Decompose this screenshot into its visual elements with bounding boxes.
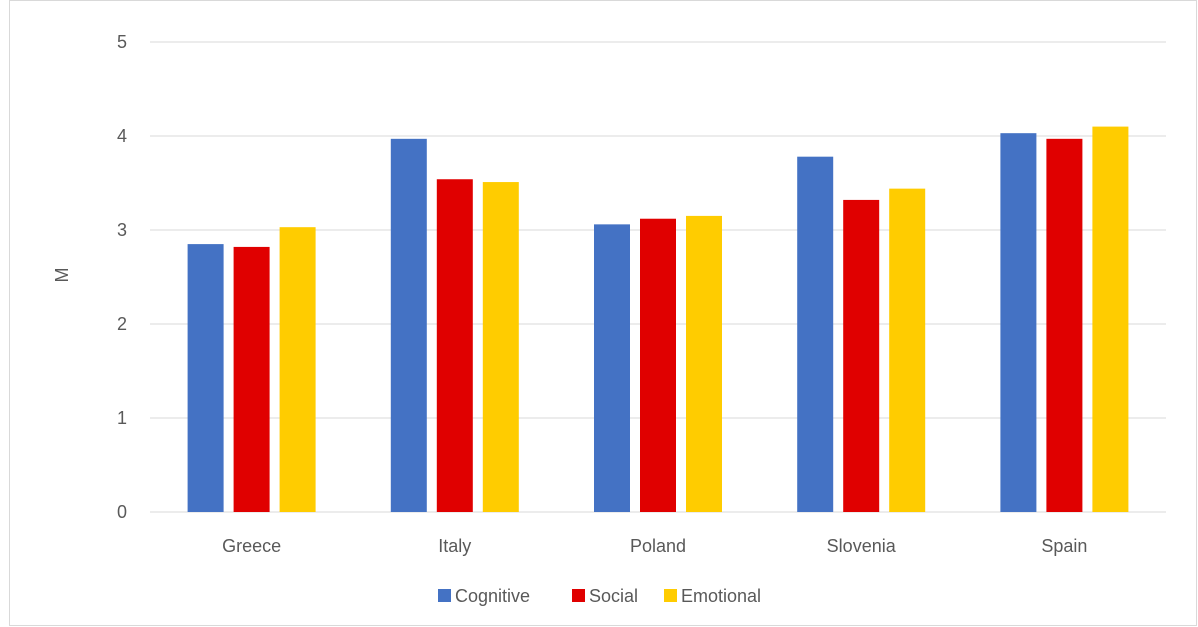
legend-label-cognitive: Cognitive — [455, 586, 530, 606]
bar-poland-social — [640, 218, 676, 512]
bar-italy-cognitive — [390, 138, 427, 512]
bar-slovenia-social — [843, 199, 880, 513]
y-tick-label: 2 — [117, 314, 127, 334]
bar-poland-cognitive — [594, 224, 630, 513]
y-tick-label: 3 — [117, 220, 127, 240]
legend-swatch-emotional — [664, 589, 677, 602]
x-tick-label: Spain — [1041, 536, 1087, 556]
chart-frame — [9, 0, 1197, 626]
bar-greece-social — [233, 246, 270, 513]
bar-spain-emotional — [1092, 126, 1129, 512]
legend-swatch-cognitive — [438, 589, 451, 602]
legend: Cognitive Social Emotional — [438, 586, 761, 606]
x-tick-label: Italy — [438, 536, 471, 556]
y-tick-label: 0 — [117, 502, 127, 522]
bar-slovenia-emotional — [889, 188, 926, 512]
x-axis-ticks: Greece Italy Poland Slovenia Spain — [222, 536, 1087, 556]
bar-poland-emotional — [686, 215, 722, 512]
bar-greece-cognitive — [187, 244, 224, 512]
legend-label-social: Social — [589, 586, 638, 606]
bar-italy-social — [436, 179, 473, 513]
bar-slovenia-cognitive — [797, 156, 834, 512]
y-axis-ticks: 0 1 2 3 4 5 — [117, 32, 127, 522]
bar-greece-emotional — [279, 227, 316, 512]
y-tick-label: 1 — [117, 408, 127, 428]
bar-spain-social — [1046, 138, 1083, 512]
legend-label-emotional: Emotional — [681, 586, 761, 606]
bar-italy-emotional — [482, 182, 519, 512]
gridlines — [150, 41, 1166, 513]
x-tick-label: Poland — [630, 536, 686, 556]
legend-swatch-social — [572, 589, 585, 602]
bars — [187, 126, 1129, 513]
bar-spain-cognitive — [1000, 133, 1037, 512]
x-tick-label: Slovenia — [827, 536, 897, 556]
y-tick-label: 5 — [117, 32, 127, 52]
y-tick-label: 4 — [117, 126, 127, 146]
y-axis-label: M — [52, 268, 72, 283]
x-tick-label: Greece — [222, 536, 281, 556]
